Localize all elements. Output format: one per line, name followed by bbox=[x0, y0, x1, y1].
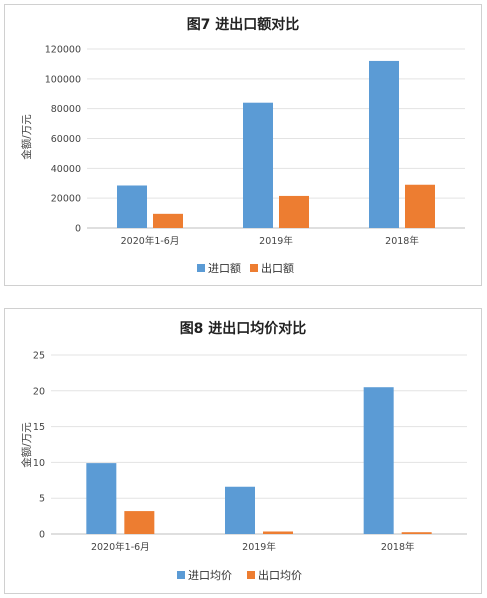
chart-import-export-avg-price: 图8 进出口均价对比 金额/万元 0 5 10 15 20 25 2020年1-6月 201… bbox=[20, 320, 467, 582]
y-tick-label: 120000 bbox=[45, 45, 81, 56]
bar-export-2 bbox=[405, 184, 435, 228]
y-tick-label: 0 bbox=[39, 530, 45, 541]
chart-panel-import-export-amount: 图7 进出口额对比 金额/万元 0 20000 40000 60000 80000 100… bbox=[4, 4, 482, 286]
x-tick-label: 2020年1-6月 bbox=[91, 541, 150, 553]
y-tick-label: 10 bbox=[33, 458, 45, 469]
bar-export-2 bbox=[401, 532, 432, 534]
y-tick-label: 60000 bbox=[51, 134, 81, 145]
legend-label-export: 出口均价 bbox=[258, 568, 302, 582]
legend-swatch-import bbox=[177, 571, 185, 579]
y-tick-label: 0 bbox=[75, 224, 81, 235]
chart-title: 图8 进出口均价对比 bbox=[180, 320, 307, 337]
legend-label-export: 出口额 bbox=[261, 261, 294, 275]
y-tick-label: 20 bbox=[33, 386, 45, 397]
y-axis-label: 金额/万元 bbox=[20, 114, 33, 160]
bar-import-1 bbox=[225, 486, 255, 534]
y-tick-label: 5 bbox=[39, 494, 45, 505]
bar-import-0 bbox=[86, 463, 117, 534]
chart-import-export-amount: 图7 进出口额对比 金额/万元 0 20000 40000 60000 80000 100… bbox=[20, 16, 465, 275]
y-tick-label: 25 bbox=[33, 351, 45, 362]
y-axis-label: 金额/万元 bbox=[20, 422, 33, 468]
y-tick-label: 15 bbox=[33, 422, 45, 433]
bar-export-0 bbox=[153, 213, 183, 228]
chart-title: 图7 进出口额对比 bbox=[187, 16, 300, 33]
x-tick-label: 2020年1-6月 bbox=[121, 235, 180, 247]
y-tick-label: 20000 bbox=[51, 194, 81, 205]
chart-panel-import-export-avg-price: 图8 进出口均价对比 金额/万元 0 5 10 15 20 25 2020年1-6月 201… bbox=[4, 308, 482, 594]
x-tick-label: 2018年 bbox=[385, 235, 419, 247]
y-tick-label: 40000 bbox=[51, 164, 81, 175]
legend-swatch-export bbox=[247, 571, 255, 579]
bar-import-2 bbox=[369, 60, 399, 228]
bar-export-1 bbox=[279, 195, 309, 228]
bar-export-1 bbox=[263, 531, 293, 534]
legend-swatch-export bbox=[250, 264, 258, 272]
legend-label-import: 进口均价 bbox=[188, 569, 232, 582]
x-tick-label: 2018年 bbox=[381, 541, 415, 553]
y-tick-label: 100000 bbox=[45, 74, 81, 85]
y-tick-label: 80000 bbox=[51, 104, 81, 115]
legend-swatch-import bbox=[197, 264, 205, 272]
x-tick-label: 2019年 bbox=[259, 235, 293, 247]
bar-export-0 bbox=[124, 511, 155, 534]
bar-import-2 bbox=[363, 387, 394, 534]
legend-label-import: 进口额 bbox=[208, 262, 241, 275]
bar-import-0 bbox=[117, 185, 147, 228]
x-tick-label: 2019年 bbox=[242, 541, 276, 553]
bar-import-1 bbox=[243, 102, 273, 228]
